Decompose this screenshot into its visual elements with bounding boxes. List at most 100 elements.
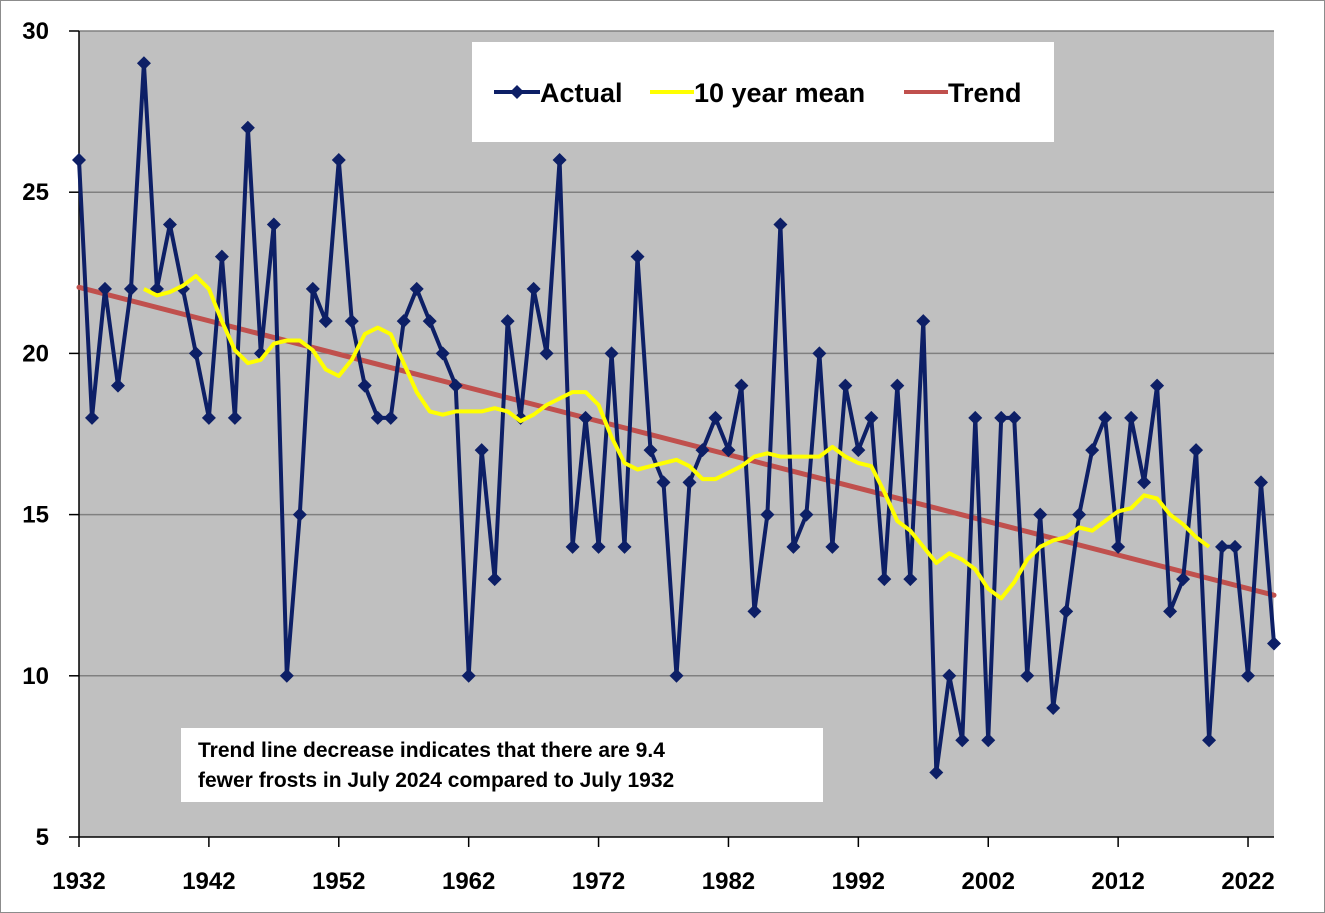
actual-point-1937 (136, 56, 151, 71)
x-tick-label-1962: 1962 (442, 868, 495, 895)
actual-point-1978 (669, 668, 684, 683)
y-tick-label-15: 15 (22, 502, 49, 529)
x-tick-label-1972: 1972 (572, 868, 625, 895)
ten-year-mean-series (143, 274, 1211, 601)
legend-marker-0 (510, 85, 524, 99)
actual-point-2008 (1059, 604, 1074, 619)
actual-point-1975 (630, 249, 645, 264)
actual-point-2003 (994, 410, 1009, 425)
actual-point-1934 (97, 281, 112, 296)
actual-point-2004 (1007, 410, 1022, 425)
actual-point-1991 (838, 378, 853, 393)
actual-point-2009 (1072, 507, 1087, 522)
ten-year-mean-line (143, 274, 1211, 601)
actual-point-1976 (643, 443, 658, 458)
actual-point-2023 (1254, 475, 1269, 490)
actual-point-1943 (214, 249, 229, 264)
actual-point-1995 (890, 378, 905, 393)
x-tick-label-1992: 1992 (832, 868, 885, 895)
actual-point-1961 (448, 378, 463, 393)
actual-point-2002 (981, 733, 996, 748)
actual-point-2012 (1111, 539, 1126, 554)
actual-point-1968 (539, 346, 554, 361)
actual-point-1987 (786, 539, 801, 554)
actual-point-1956 (383, 410, 398, 425)
actual-point-1951 (318, 314, 333, 329)
actual-point-1935 (110, 378, 125, 393)
legend-label-0: Actual (540, 78, 623, 108)
actual-point-2005 (1020, 668, 1035, 683)
actual-point-1979 (682, 475, 697, 490)
actual-point-1963 (474, 443, 489, 458)
actual-point-1957 (396, 314, 411, 329)
actual-point-2017 (1176, 572, 1191, 587)
actual-point-1996 (903, 572, 918, 587)
actual-point-1990 (825, 539, 840, 554)
actual-point-1959 (422, 314, 437, 329)
annotation-box: Trend line decrease indicates that there… (181, 728, 823, 802)
axes (69, 30, 1274, 847)
actual-point-2020 (1215, 539, 1230, 554)
actual-point-1962 (461, 668, 476, 683)
actual-point-2014 (1137, 475, 1152, 490)
actual-point-2018 (1189, 443, 1204, 458)
actual-point-1947 (266, 217, 281, 232)
actual-point-1992 (851, 443, 866, 458)
x-tick-label-1952: 1952 (312, 868, 365, 895)
actual-point-1950 (305, 281, 320, 296)
actual-point-2021 (1228, 539, 1243, 554)
actual-point-1941 (188, 346, 203, 361)
legend-label-1: 10 year mean (694, 78, 865, 108)
actual-point-2010 (1085, 443, 1100, 458)
actual-point-1989 (812, 346, 827, 361)
actual-point-1984 (747, 604, 762, 619)
actual-point-2000 (955, 733, 970, 748)
actual-point-1970 (565, 539, 580, 554)
x-tick-label-2012: 2012 (1091, 868, 1144, 895)
actual-point-1932 (72, 152, 86, 167)
actual-point-1969 (552, 152, 567, 167)
actual-point-1955 (370, 410, 385, 425)
actual-point-2006 (1033, 507, 1048, 522)
y-tick-label-20: 20 (22, 340, 49, 367)
x-tick-label-2002: 2002 (962, 868, 1015, 895)
actual-point-2019 (1202, 733, 1217, 748)
actual-point-1999 (942, 668, 957, 683)
y-tick-label-10: 10 (22, 663, 49, 690)
actual-point-1988 (799, 507, 814, 522)
actual-point-1952 (331, 152, 346, 167)
actual-point-2015 (1150, 378, 1165, 393)
actual-point-1982 (721, 443, 736, 458)
actual-point-2001 (968, 410, 983, 425)
annotation-background (181, 728, 823, 802)
actual-point-1977 (656, 475, 671, 490)
actual-point-1953 (344, 314, 359, 329)
actual-point-1971 (578, 410, 593, 425)
legend-label-2: Trend (948, 78, 1022, 108)
actual-point-1960 (435, 346, 450, 361)
actual-point-1944 (227, 410, 242, 425)
y-tick-label-5: 5 (36, 824, 49, 851)
actual-point-1973 (604, 346, 619, 361)
actual-point-1948 (279, 668, 294, 683)
actual-point-1980 (695, 443, 710, 458)
actual-point-1972 (591, 539, 606, 554)
y-tick-labels: 5 10 15 20 25 30 (22, 18, 49, 851)
actual-point-1983 (734, 378, 749, 393)
actual-point-1986 (773, 217, 788, 232)
legend-box (472, 42, 1054, 142)
actual-point-1994 (877, 572, 892, 587)
actual-point-1942 (201, 410, 216, 425)
y-tick-label-25: 25 (22, 179, 49, 206)
actual-point-2022 (1241, 668, 1256, 683)
legend: Actual 10 year mean Trend (472, 42, 1054, 142)
actual-point-1949 (292, 507, 307, 522)
actual-point-2013 (1124, 410, 1139, 425)
x-tick-labels: 1932 1942 1952 1962 1972 1982 1992 2002 2012 2022 (52, 868, 1274, 895)
actual-point-1985 (760, 507, 775, 522)
actual-point-1998 (929, 765, 944, 780)
actual-point-2016 (1163, 604, 1178, 619)
annotation-line-1: Trend line decrease indicates that there… (198, 739, 665, 762)
actual-point-2007 (1046, 701, 1061, 716)
y-tick-label-30: 30 (22, 18, 49, 45)
